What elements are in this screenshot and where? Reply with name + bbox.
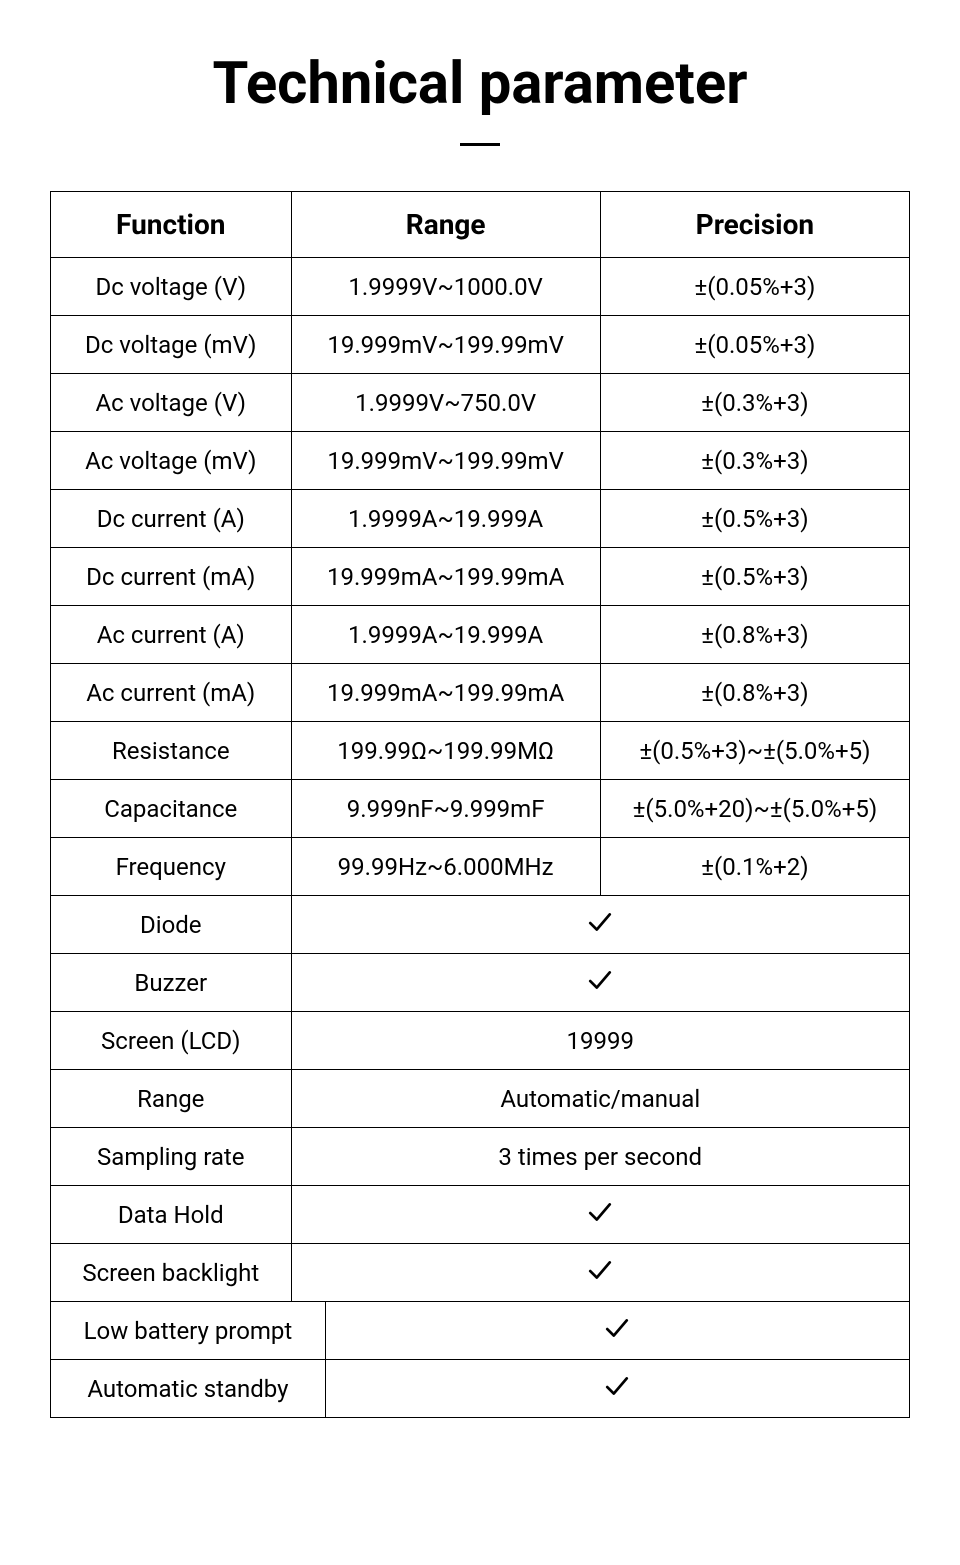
table-header-row: Function Range Precision xyxy=(51,192,910,258)
cell-precision: ±(0.05%+3) xyxy=(600,316,909,374)
check-icon xyxy=(587,909,613,935)
table-row: Dc voltage (mV)19.999mV~199.99mV±(0.05%+… xyxy=(51,316,910,374)
cell-range: 99.99Hz~6.000MHz xyxy=(291,838,600,896)
cell-value: Automatic/manual xyxy=(291,1070,909,1128)
page-title: Technical parameter xyxy=(50,50,910,118)
table-row: Dc current (A)1.9999A~19.999A±(0.5%+3) xyxy=(51,490,910,548)
cell-precision: ±(0.5%+3) xyxy=(600,490,909,548)
table-row: Data Hold xyxy=(51,1186,910,1244)
cell-precision: ±(0.1%+2) xyxy=(600,838,909,896)
table-row: Ac voltage (V)1.9999V~750.0V±(0.3%+3) xyxy=(51,374,910,432)
cell-function: Dc voltage (mV) xyxy=(51,316,292,374)
cell-function: Diode xyxy=(51,896,292,954)
cell-range: 1.9999A~19.999A xyxy=(291,606,600,664)
cell-function: Range xyxy=(51,1070,292,1128)
table-row: Ac voltage (mV)19.999mV~199.99mV±(0.3%+3… xyxy=(51,432,910,490)
cell-range: 199.99Ω~199.99MΩ xyxy=(291,722,600,780)
cell-range: 19.999mA~199.99mA xyxy=(291,548,600,606)
table-row: Ac current (A)1.9999A~19.999A±(0.8%+3) xyxy=(51,606,910,664)
cell-function: Low battery prompt xyxy=(51,1302,326,1360)
cell-function: Ac voltage (mV) xyxy=(51,432,292,490)
table-row: Ac current (mA)19.999mA~199.99mA±(0.8%+3… xyxy=(51,664,910,722)
specs-table-wide: Low battery promptAutomatic standby xyxy=(50,1301,910,1418)
table-row: Dc voltage (V)1.9999V~1000.0V±(0.05%+3) xyxy=(51,258,910,316)
table-row: RangeAutomatic/manual xyxy=(51,1070,910,1128)
cell-range: 1.9999A~19.999A xyxy=(291,490,600,548)
cell-value xyxy=(325,1302,909,1360)
cell-value xyxy=(291,1244,909,1302)
cell-function: Data Hold xyxy=(51,1186,292,1244)
cell-function: Screen backlight xyxy=(51,1244,292,1302)
header-function: Function xyxy=(51,192,292,258)
check-icon xyxy=(604,1315,630,1341)
table-row: Screen backlight xyxy=(51,1244,910,1302)
table-body: Low battery promptAutomatic standby xyxy=(51,1302,910,1418)
cell-function: Frequency xyxy=(51,838,292,896)
cell-precision: ±(0.5%+3)~±(5.0%+5) xyxy=(600,722,909,780)
header-range: Range xyxy=(291,192,600,258)
table-row: Capacitance9.999nF~9.999mF±(5.0%+20)~±(5… xyxy=(51,780,910,838)
cell-value: 19999 xyxy=(291,1012,909,1070)
check-icon xyxy=(587,1257,613,1283)
cell-function: Ac current (mA) xyxy=(51,664,292,722)
cell-function: Sampling rate xyxy=(51,1128,292,1186)
cell-precision: ±(0.05%+3) xyxy=(600,258,909,316)
check-icon xyxy=(604,1373,630,1399)
cell-function: Dc voltage (V) xyxy=(51,258,292,316)
cell-function: Buzzer xyxy=(51,954,292,1012)
table-row: Dc current (mA)19.999mA~199.99mA±(0.5%+3… xyxy=(51,548,910,606)
table-row: Buzzer xyxy=(51,954,910,1012)
cell-range: 1.9999V~1000.0V xyxy=(291,258,600,316)
title-divider xyxy=(460,143,500,146)
cell-function: Resistance xyxy=(51,722,292,780)
cell-range: 19.999mV~199.99mV xyxy=(291,432,600,490)
table-row: Sampling rate3 times per second xyxy=(51,1128,910,1186)
check-icon xyxy=(587,967,613,993)
cell-function: Screen (LCD) xyxy=(51,1012,292,1070)
cell-range: 9.999nF~9.999mF xyxy=(291,780,600,838)
cell-function: Ac current (A) xyxy=(51,606,292,664)
cell-precision: ±(0.8%+3) xyxy=(600,664,909,722)
cell-precision: ±(0.3%+3) xyxy=(600,432,909,490)
cell-precision: ±(0.8%+3) xyxy=(600,606,909,664)
cell-value xyxy=(291,1186,909,1244)
table-row: Automatic standby xyxy=(51,1360,910,1418)
table-row: Diode xyxy=(51,896,910,954)
cell-value xyxy=(325,1360,909,1418)
specs-table: Function Range Precision Dc voltage (V)1… xyxy=(50,191,910,1302)
cell-function: Automatic standby xyxy=(51,1360,326,1418)
table-row: Screen (LCD)19999 xyxy=(51,1012,910,1070)
cell-range: 1.9999V~750.0V xyxy=(291,374,600,432)
header-precision: Precision xyxy=(600,192,909,258)
cell-function: Dc current (A) xyxy=(51,490,292,548)
table-row: Low battery prompt xyxy=(51,1302,910,1360)
cell-precision: ±(0.3%+3) xyxy=(600,374,909,432)
cell-value xyxy=(291,954,909,1012)
cell-function: Ac voltage (V) xyxy=(51,374,292,432)
cell-value: 3 times per second xyxy=(291,1128,909,1186)
table-row: Resistance199.99Ω~199.99MΩ±(0.5%+3)~±(5.… xyxy=(51,722,910,780)
table-body: Dc voltage (V)1.9999V~1000.0V±(0.05%+3)D… xyxy=(51,258,910,1302)
cell-function: Capacitance xyxy=(51,780,292,838)
cell-value xyxy=(291,896,909,954)
cell-precision: ±(5.0%+20)~±(5.0%+5) xyxy=(600,780,909,838)
check-icon xyxy=(587,1199,613,1225)
cell-precision: ±(0.5%+3) xyxy=(600,548,909,606)
cell-range: 19.999mA~199.99mA xyxy=(291,664,600,722)
cell-range: 19.999mV~199.99mV xyxy=(291,316,600,374)
cell-function: Dc current (mA) xyxy=(51,548,292,606)
table-row: Frequency99.99Hz~6.000MHz±(0.1%+2) xyxy=(51,838,910,896)
